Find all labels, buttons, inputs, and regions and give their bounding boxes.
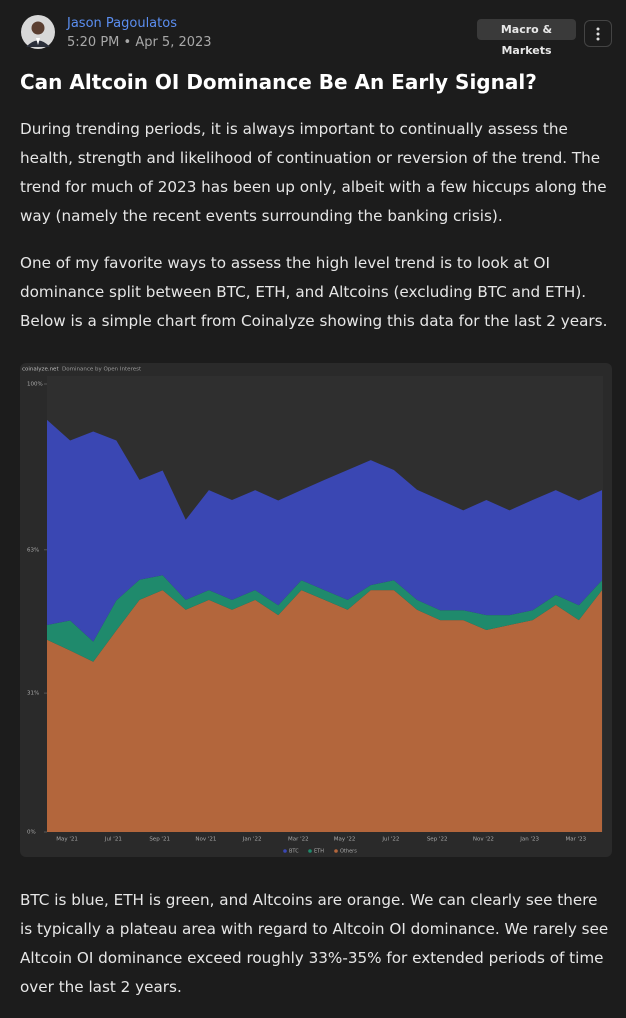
x-tick-label: Jan '22	[242, 837, 262, 843]
area	[47, 419, 602, 642]
avatar[interactable]	[20, 14, 56, 50]
paragraph: One of my favorite ways to assess the hi…	[20, 254, 608, 330]
x-tick-label: Nov '21	[195, 837, 216, 843]
paragraph: During trending periods, it is always im…	[20, 120, 607, 225]
y-tick-label: 0%	[27, 830, 36, 836]
legend-label: Others	[340, 849, 357, 855]
area	[47, 575, 602, 662]
x-tick-label: Sep '22	[427, 837, 448, 843]
timestamp: 5:20 PM • Apr 5, 2023	[67, 35, 212, 50]
legend-swatch	[334, 849, 338, 853]
x-tick-label: Jul '22	[381, 837, 399, 843]
y-tick-label: 100%	[27, 382, 43, 388]
chart-source: coinalyze.net	[22, 367, 59, 373]
category-tag[interactable]: Macro & Markets	[477, 19, 576, 57]
legend-label: ETH	[314, 849, 324, 855]
author-name[interactable]: Jason Pagoulatos	[67, 16, 177, 31]
chart-title: Dominance by Open Interest	[62, 367, 142, 373]
y-tick-label: 63%	[27, 547, 39, 553]
legend-label: BTC	[289, 849, 299, 855]
x-tick-label: Mar '23	[566, 837, 587, 843]
paragraph: BTC is blue, ETH is green, and Altcoins …	[20, 891, 609, 996]
x-tick-label: Jan '23	[519, 837, 539, 843]
x-tick-label: Nov '22	[473, 837, 494, 843]
chart-image: coinalyze.net Dominance by Open Interest…	[20, 363, 612, 857]
x-tick-label: Jul '21	[104, 837, 122, 843]
legend-swatch	[283, 849, 287, 853]
area	[47, 590, 602, 832]
x-tick-label: Mar '22	[288, 837, 309, 843]
y-tick-label: 31%	[27, 691, 39, 697]
legend-swatch	[308, 849, 312, 853]
x-tick-label: Sep '21	[149, 837, 170, 843]
x-tick-label: May '22	[334, 837, 356, 843]
x-tick-label: May '21	[56, 837, 78, 843]
post-title: Can Altcoin OI Dominance Be An Early Sig…	[20, 70, 537, 94]
more-menu[interactable]	[584, 20, 612, 47]
